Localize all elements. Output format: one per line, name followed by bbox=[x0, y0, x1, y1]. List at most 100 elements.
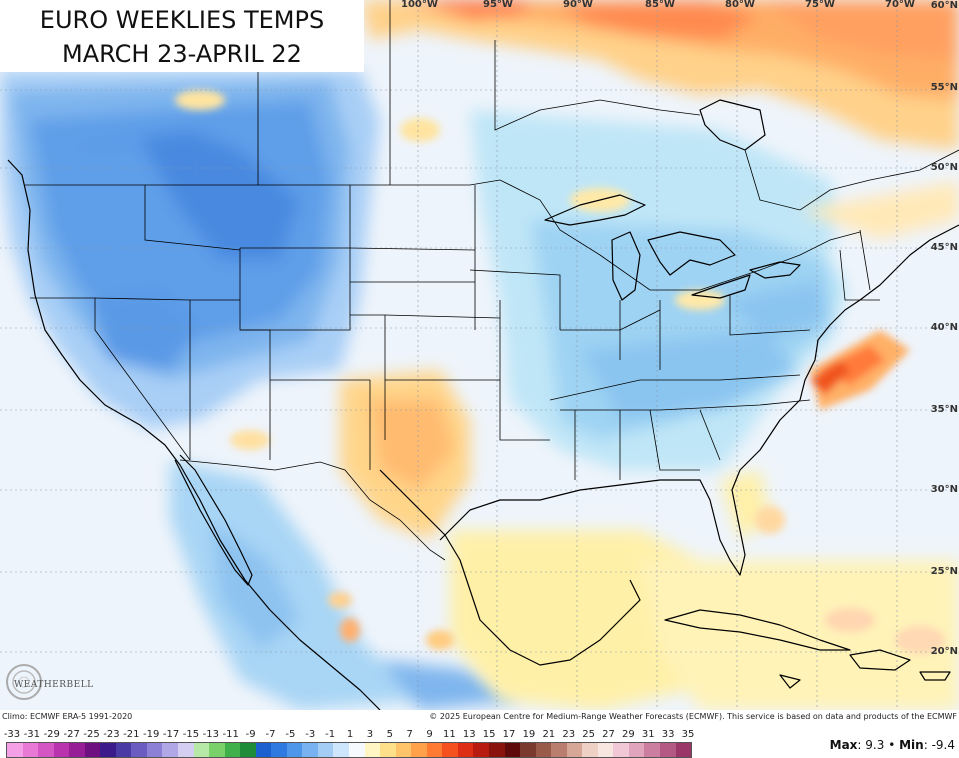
colorbar-tick-label: -21 bbox=[123, 729, 140, 740]
lon-label: 85°W bbox=[645, 0, 675, 10]
lon-label: 75°W bbox=[805, 0, 835, 10]
lon-label: 95°W bbox=[483, 0, 513, 10]
colorbar-segment bbox=[349, 743, 365, 757]
colorbar-segment bbox=[659, 743, 676, 757]
lat-lon-grid bbox=[0, 0, 959, 710]
colorbar-tick-label: -7 bbox=[265, 729, 276, 740]
max-min-readout: Max: 9.3 • Min: -9.4 bbox=[829, 738, 955, 752]
colorbar-tick-label: -19 bbox=[143, 729, 160, 740]
colorbar-segment bbox=[302, 743, 318, 757]
colorbar-segment bbox=[473, 743, 489, 757]
colorbar-segment bbox=[162, 743, 179, 757]
colorbar-segment bbox=[628, 743, 645, 757]
colorbar-segment bbox=[597, 743, 614, 757]
colorbar-tick-label: -17 bbox=[162, 729, 180, 740]
colorbar-segment bbox=[240, 743, 256, 757]
lat-label: 30°N bbox=[930, 484, 958, 495]
colorbar-segment bbox=[178, 743, 194, 757]
temperature-colorbar bbox=[6, 742, 692, 758]
colorbar-segment bbox=[582, 743, 598, 757]
colorbar-segment bbox=[255, 743, 272, 757]
climo-credit: Climo: ECMWF ERA-5 1991-2020 bbox=[2, 712, 133, 721]
colorbar-tick-label: -1 bbox=[325, 729, 336, 740]
gulf-warm-region bbox=[450, 470, 959, 710]
atlantic-warm-blob bbox=[810, 330, 910, 410]
colorbar-segment bbox=[100, 743, 116, 757]
lat-label: 55°N bbox=[930, 82, 958, 93]
northeast-warm-band bbox=[800, 160, 959, 340]
colorbar-tick-label: -27 bbox=[63, 729, 80, 740]
colorbar-tick-label: 31 bbox=[641, 729, 655, 740]
colorbar-segment bbox=[457, 743, 474, 757]
colorbar-tick-label: 17 bbox=[502, 729, 516, 740]
max-label: Max bbox=[829, 738, 858, 752]
colorbar-tick-label: 29 bbox=[621, 729, 635, 740]
colorbar-tick-label: 25 bbox=[582, 729, 595, 740]
colorbar-tick-label: -3 bbox=[305, 729, 316, 740]
colorbar-tick-label: -23 bbox=[103, 729, 120, 740]
texas-warm-region bbox=[340, 370, 470, 540]
colorbar-segment bbox=[146, 743, 163, 757]
colorbar-segment bbox=[22, 743, 39, 757]
colorbar-tick-label: 33 bbox=[661, 729, 675, 740]
colorbar-tick-label: 27 bbox=[602, 729, 615, 740]
colorbar-segment bbox=[613, 743, 629, 757]
colorbar-tick-label: 23 bbox=[562, 729, 576, 740]
colorbar-segment bbox=[131, 743, 147, 757]
colorbar-tick-label: -33 bbox=[3, 729, 21, 740]
colorbar-tick-label: -25 bbox=[83, 729, 100, 740]
colorbar-segment bbox=[333, 743, 350, 757]
colorbar-segment bbox=[442, 743, 458, 757]
colorbar-segment bbox=[364, 743, 381, 757]
colorbar-ticks: -33 -31 -29 -27 -25 -23 -21 -19 -17 -15 -13 -11 -9 -7… bbox=[3, 729, 695, 741]
min-label: Min bbox=[899, 738, 924, 752]
weatherbell-wordmark: WEATHERBELL bbox=[14, 680, 94, 690]
lon-label: 90°W bbox=[563, 0, 593, 10]
colorbar-segment bbox=[395, 743, 412, 757]
lon-label: 100°W bbox=[401, 0, 438, 10]
colorbar-tick-label: -11 bbox=[222, 729, 239, 740]
lat-label: 20°N bbox=[930, 646, 958, 657]
colorbar-tick-label: 1 bbox=[346, 729, 354, 740]
lon-label: 80°W bbox=[725, 0, 755, 10]
colorbar-segment bbox=[566, 743, 583, 757]
colorbar-tick-label: -31 bbox=[23, 729, 41, 740]
colorbar-tick-label: 19 bbox=[522, 729, 536, 740]
temperature-anomaly-map bbox=[0, 0, 959, 710]
colorbar-segment bbox=[426, 743, 443, 757]
colorbar-tick-label: 3 bbox=[366, 729, 374, 740]
colorbar-segment bbox=[317, 743, 334, 757]
lat-label: 50°N bbox=[930, 162, 958, 173]
colorbar-tick-label: -5 bbox=[285, 729, 296, 740]
lat-label: 25°N bbox=[930, 566, 958, 577]
colorbar-segment bbox=[644, 743, 660, 757]
lon-label: 70°W bbox=[885, 0, 915, 10]
colorbar-segment bbox=[53, 743, 70, 757]
colorbar-segment bbox=[271, 743, 287, 757]
colorbar-tick-label: 15 bbox=[482, 729, 496, 740]
lat-label: 45°N bbox=[930, 242, 958, 253]
colorbar-segment bbox=[69, 743, 85, 757]
colorbar-tick-label: -15 bbox=[182, 729, 200, 740]
political-borders bbox=[25, 0, 959, 561]
lat-label: 60°N bbox=[930, 0, 958, 11]
colorbar-tick-label: 7 bbox=[406, 729, 413, 740]
map-title-line-2: MARCH 23-APRIL 22 bbox=[62, 40, 302, 68]
map-title-line-1: EURO WEEKLIES TEMPS bbox=[39, 6, 325, 34]
coastlines bbox=[7, 99, 959, 710]
colorbar-segment bbox=[520, 743, 536, 757]
colorbar-tick-label: -29 bbox=[43, 729, 60, 740]
colorbar-tick-label: 5 bbox=[386, 729, 393, 740]
lat-label: 40°N bbox=[930, 322, 958, 333]
colorbar-tick-label: 11 bbox=[443, 729, 456, 740]
colorbar-segment bbox=[209, 743, 225, 757]
separator: • bbox=[888, 738, 896, 752]
title-background bbox=[0, 0, 364, 72]
colorbar-segment bbox=[380, 743, 396, 757]
colorbar-segment bbox=[193, 743, 210, 757]
lat-label: 35°N bbox=[930, 404, 958, 415]
min-value: -9.4 bbox=[931, 738, 955, 752]
colorbar-segment bbox=[411, 743, 427, 757]
colorbar-segment bbox=[115, 743, 132, 757]
colorbar-segment bbox=[84, 743, 101, 757]
